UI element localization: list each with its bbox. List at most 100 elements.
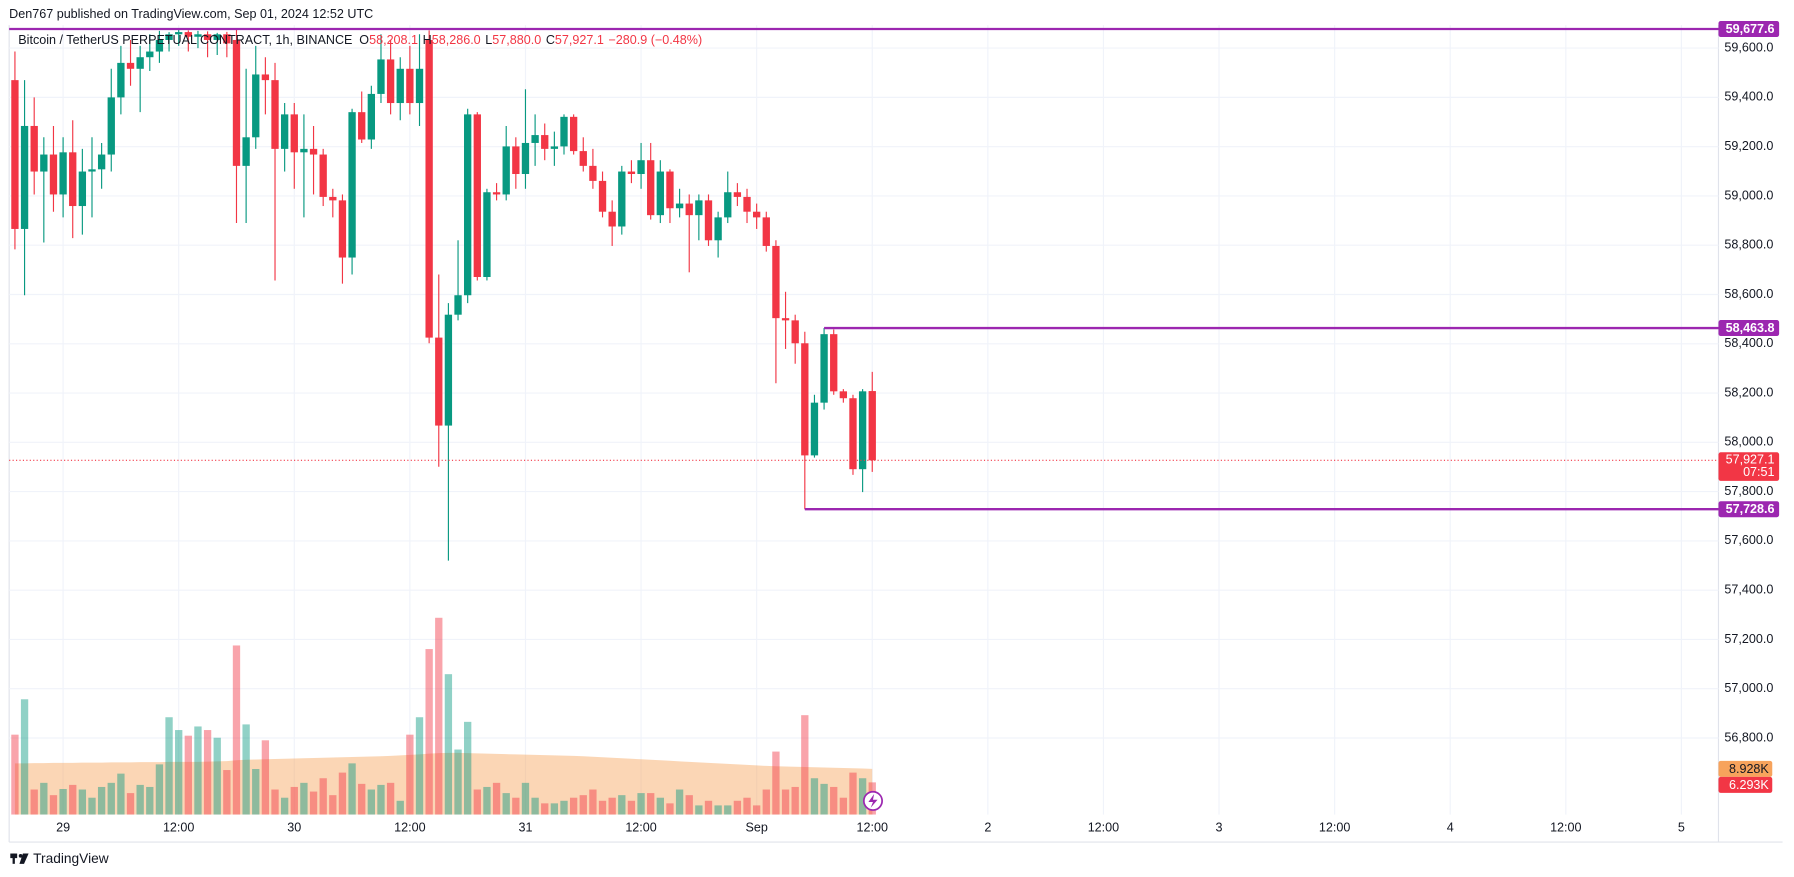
x-tick-label: 5 bbox=[1678, 821, 1685, 835]
volume-bar bbox=[155, 764, 164, 815]
candle-body bbox=[40, 154, 48, 172]
candle-body bbox=[589, 165, 597, 181]
volume-bar bbox=[117, 773, 125, 815]
x-tick-label: 12:00 bbox=[857, 821, 888, 835]
candle-body bbox=[541, 135, 549, 149]
candle-body bbox=[608, 211, 616, 227]
candle-body bbox=[521, 142, 530, 175]
lightning-icon bbox=[862, 790, 883, 811]
legend-key: H bbox=[423, 34, 432, 48]
candle-body bbox=[772, 245, 780, 319]
candle-body bbox=[435, 337, 443, 426]
y-tick-label: 57,600.0 bbox=[1724, 533, 1773, 547]
candle-body bbox=[656, 171, 664, 216]
volume-bar bbox=[59, 789, 67, 815]
price-label: 59,677.6 bbox=[1726, 22, 1775, 36]
volume-bar bbox=[20, 699, 29, 815]
volume-bar bbox=[473, 789, 481, 815]
candle-body bbox=[425, 39, 433, 338]
volume-bar bbox=[492, 782, 501, 815]
volume-bar bbox=[300, 782, 308, 815]
legend-key: O bbox=[359, 34, 369, 48]
volume-bar bbox=[435, 617, 443, 815]
candle-body bbox=[704, 200, 713, 241]
volume-bar bbox=[666, 803, 674, 815]
candle-body bbox=[136, 57, 144, 69]
candle-body bbox=[338, 200, 347, 258]
legend-value: 58,208.1 bbox=[369, 34, 418, 48]
candle-body bbox=[492, 192, 501, 195]
y-tick-label: 57,200.0 bbox=[1724, 632, 1773, 646]
candle-body bbox=[762, 217, 770, 246]
volume-bar bbox=[126, 793, 135, 815]
volume-bar bbox=[820, 783, 828, 815]
volume-bar bbox=[309, 791, 318, 815]
header: Den767 published on TradingView.com, Sep… bbox=[9, 7, 373, 21]
candle-body bbox=[406, 68, 414, 104]
candle-body bbox=[531, 135, 539, 143]
candle-body bbox=[126, 62, 135, 69]
candle-body bbox=[454, 295, 462, 315]
candle-body bbox=[598, 180, 607, 212]
candle-body bbox=[242, 137, 250, 166]
volume-bar bbox=[464, 721, 472, 815]
volume-bar bbox=[733, 800, 742, 815]
volume-bar bbox=[175, 730, 183, 815]
volume-bar bbox=[512, 797, 520, 815]
price-label: 57,728.6 bbox=[1726, 502, 1775, 516]
candle-body bbox=[203, 34, 212, 40]
price-label-bg bbox=[1718, 501, 1780, 518]
volume-bar bbox=[569, 797, 578, 815]
volume-bar bbox=[396, 800, 404, 815]
volume-bar bbox=[743, 797, 751, 815]
volume-bar bbox=[714, 805, 722, 815]
volume-ma-area bbox=[14, 752, 873, 815]
volume-bar bbox=[483, 786, 491, 815]
candle-body bbox=[271, 80, 279, 149]
candle-body bbox=[329, 196, 337, 201]
volume-bar bbox=[386, 782, 395, 815]
x-tick-label: 4 bbox=[1447, 821, 1454, 835]
candle-body bbox=[69, 152, 77, 207]
candle-body bbox=[464, 114, 472, 296]
candle-body bbox=[839, 391, 848, 399]
candle-body bbox=[666, 171, 674, 209]
x-tick-label: 12:00 bbox=[625, 821, 656, 835]
x-tick-label: 12:00 bbox=[1550, 821, 1581, 835]
candle-body bbox=[78, 171, 87, 207]
volume-bar bbox=[40, 782, 48, 815]
y-tick-label: 58,400.0 bbox=[1724, 336, 1773, 350]
volume-bar bbox=[444, 674, 453, 815]
volume-bar bbox=[685, 795, 693, 815]
candle-body bbox=[88, 169, 96, 172]
x-tick-label: 3 bbox=[1216, 821, 1223, 835]
y-tick-label: 58,600.0 bbox=[1724, 287, 1773, 301]
x-tick-label: 2 bbox=[984, 821, 991, 835]
candle-body bbox=[290, 114, 298, 153]
volume-bar bbox=[136, 784, 144, 815]
volume-bar bbox=[762, 789, 770, 815]
candle-body bbox=[232, 39, 241, 166]
candle-body bbox=[223, 34, 231, 44]
volume-bar bbox=[560, 800, 568, 815]
candle-body bbox=[386, 59, 395, 104]
volume-bar bbox=[858, 778, 867, 815]
volume-bar bbox=[772, 751, 780, 815]
volume-bar bbox=[656, 797, 664, 815]
volume-bar bbox=[290, 786, 298, 815]
candle-body bbox=[569, 116, 578, 152]
candle-body bbox=[184, 32, 192, 37]
candle-body bbox=[261, 74, 270, 81]
price-label-bg bbox=[1718, 20, 1780, 37]
volume-bar bbox=[348, 763, 356, 815]
volume-bar bbox=[252, 769, 260, 815]
volume-bar bbox=[329, 795, 337, 815]
y-tick-label: 58,200.0 bbox=[1724, 385, 1773, 399]
volume-bar bbox=[810, 778, 819, 815]
volume-bar bbox=[608, 797, 616, 815]
volume-bar bbox=[531, 797, 539, 815]
volume-bar bbox=[49, 795, 58, 815]
volume-bar bbox=[406, 734, 414, 815]
candle-body bbox=[367, 93, 376, 140]
